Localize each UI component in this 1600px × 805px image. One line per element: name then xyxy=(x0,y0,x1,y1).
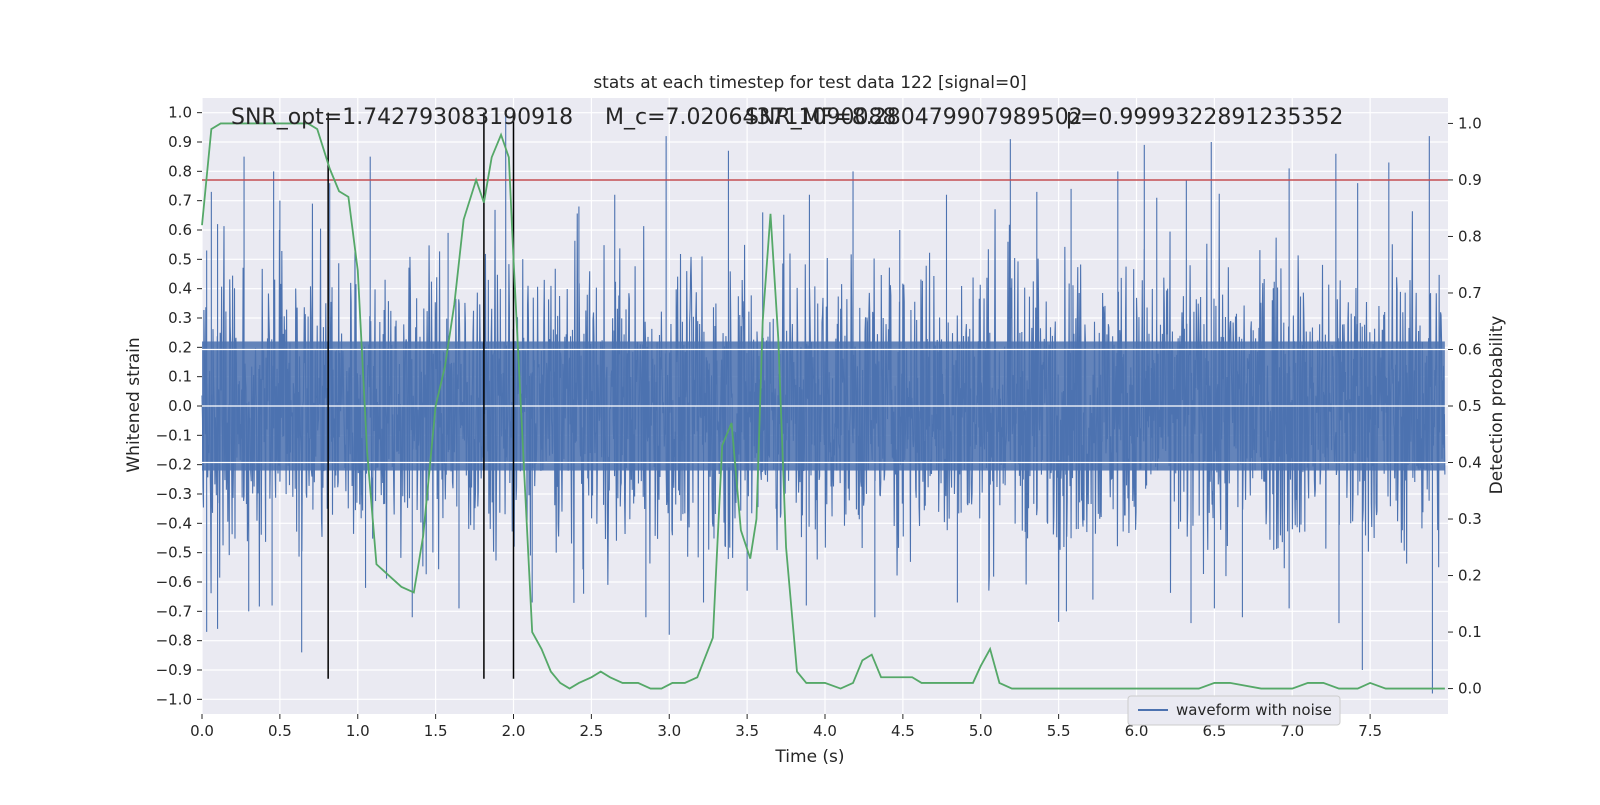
x-tick-label: 4.0 xyxy=(813,722,837,740)
y-left-tick-label: 0.2 xyxy=(168,338,192,356)
x-axis-ticks: 0.0 0.5 1.0 1.5 2.0 2.5 3.0 3.5 4.0 4.5 5.0 5.5 6.0 6… xyxy=(190,714,1382,740)
y-left-tick-label: 0.8 xyxy=(168,162,192,180)
x-tick-label: 7.5 xyxy=(1358,722,1382,740)
y-left-tick-label: 0.6 xyxy=(168,221,192,239)
y-left-axis-ticks: 1.0 0.9 0.8 0.7 0.6 0.5 0.4 0.3 0.2 0.1 0.0 −0.1 −0.… xyxy=(156,104,202,708)
y-left-tick-label: 0.3 xyxy=(168,309,192,327)
x-tick-label: 3.0 xyxy=(657,722,681,740)
x-tick-label: 0.0 xyxy=(190,722,214,740)
y-left-tick-label: −0.9 xyxy=(156,661,192,679)
y-left-tick-label: −0.3 xyxy=(156,485,192,503)
y-right-tick-label: 1.0 xyxy=(1458,114,1482,132)
y-left-tick-label: 1.0 xyxy=(168,104,192,122)
legend: waveform with noise xyxy=(1127,695,1341,726)
y-right-tick-label: 0.7 xyxy=(1458,284,1482,302)
x-tick-label: 6.5 xyxy=(1202,722,1226,740)
x-tick-label: 2.5 xyxy=(579,722,603,740)
y-right-tick-label: 0.2 xyxy=(1458,567,1482,585)
y-left-tick-label: 0.1 xyxy=(168,368,192,386)
y-left-tick-label: 0.7 xyxy=(168,192,192,210)
legend-box xyxy=(1127,695,1341,726)
threshold-line-group xyxy=(202,179,1448,464)
x-tick-label: 4.5 xyxy=(891,722,915,740)
annotation-snr-mf: SNR_MF=8.280479907989502 xyxy=(745,105,1083,130)
annotation-chirp-mass: M_c=7.020643711090088 xyxy=(605,105,896,130)
y-right-tick-label: 0.6 xyxy=(1458,340,1482,358)
y-left-tick-label: −0.5 xyxy=(156,544,192,562)
y-left-tick-label: −0.7 xyxy=(156,602,192,620)
y-left-tick-label: −0.2 xyxy=(156,456,192,474)
y-right-tick-label: 0.8 xyxy=(1458,227,1482,245)
x-tick-label: 1.0 xyxy=(346,722,370,740)
y-left-tick-label: −0.1 xyxy=(156,426,192,444)
y-right-axis-ticks: 1.0 0.9 0.8 0.7 0.6 0.5 0.4 0.3 0.2 0.1 0.0 xyxy=(1448,114,1482,698)
y-right-tick-label: 0.5 xyxy=(1458,397,1482,415)
y-left-tick-label: −0.4 xyxy=(156,514,192,532)
y-left-tick-label: 0.5 xyxy=(168,250,192,268)
y-left-tick-label: −0.6 xyxy=(156,573,192,591)
x-tick-label: 2.0 xyxy=(502,722,526,740)
y-right-tick-label: 0.9 xyxy=(1458,171,1482,189)
vertical-lines xyxy=(327,112,515,679)
y-right-tick-label: 0.3 xyxy=(1458,510,1482,528)
x-tick-label: 6.0 xyxy=(1125,722,1149,740)
y-axis-label-left: Whitened strain xyxy=(124,337,144,472)
y-axis-label-right: Detection probability xyxy=(1487,316,1507,495)
y-right-tick-label: 0.0 xyxy=(1458,680,1482,698)
chart-title: stats at each timestep for test data 122… xyxy=(593,73,1026,93)
probability-line xyxy=(201,122,1445,690)
annotation-snr-opt: SNR_opt=1.742793083190918 xyxy=(231,105,573,130)
x-tick-label: 1.5 xyxy=(424,722,448,740)
x-tick-label: 0.5 xyxy=(268,722,292,740)
x-tick-label: 5.5 xyxy=(1047,722,1071,740)
y-left-tick-label: 0.4 xyxy=(168,280,192,298)
x-axis-label: Time (s) xyxy=(774,747,844,767)
legend-label: waveform with noise xyxy=(1176,701,1332,719)
y-left-tick-label: 0.9 xyxy=(168,133,192,151)
y-right-tick-label: 0.4 xyxy=(1458,454,1482,472)
x-tick-label: 7.0 xyxy=(1280,722,1304,740)
y-left-tick-label: 0.0 xyxy=(168,397,192,415)
x-tick-label: 5.0 xyxy=(969,722,993,740)
annotation-p-value: p=0.9999322891235352 xyxy=(1066,105,1343,130)
probability-series xyxy=(201,122,1445,690)
y-left-tick-label: −0.8 xyxy=(156,632,192,650)
y-right-tick-label: 0.1 xyxy=(1458,623,1482,641)
y-left-tick-label: −1.0 xyxy=(156,690,192,708)
x-tick-label: 3.5 xyxy=(735,722,759,740)
